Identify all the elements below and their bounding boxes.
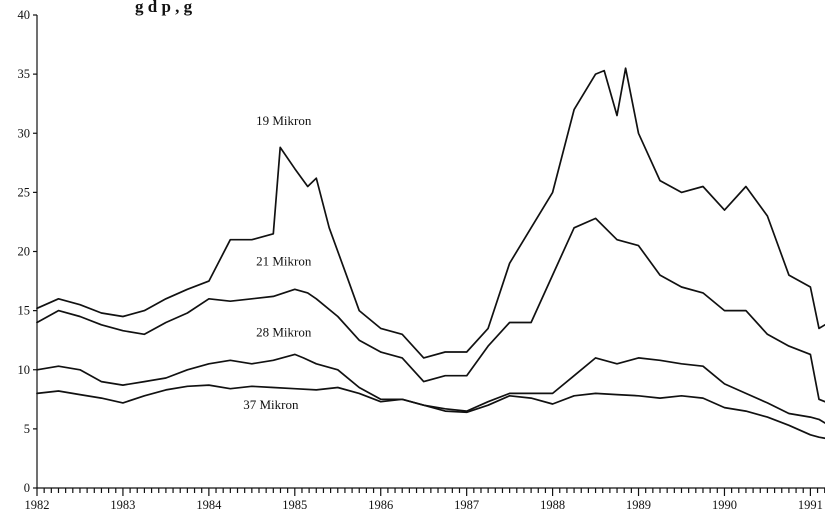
- y-tick-label: 40: [18, 8, 31, 22]
- x-tick-label: 1991: [798, 498, 823, 512]
- y-tick-label: 20: [18, 245, 31, 259]
- x-tick-label: 1990: [712, 498, 737, 512]
- series-label: 28 Mikron: [256, 325, 312, 340]
- x-tick-label: 1984: [196, 498, 222, 512]
- series-labels: 19 Mikron 21 Mikron 28 Mikron 37 Mikron: [243, 113, 312, 412]
- y-tick-label: 25: [18, 185, 31, 199]
- x-tick-label: 1986: [368, 498, 393, 512]
- x-axis-ticks: 1982 1983 1984 1985 1986 1987 1988 1989 1990 1991: [25, 488, 825, 512]
- x-tick-label: 1987: [454, 498, 479, 512]
- chart-title: g d p , g: [135, 0, 193, 16]
- series-line-28-mikron: [36, 353, 825, 424]
- y-tick-label: 5: [24, 422, 30, 436]
- y-tick-label: 10: [18, 363, 31, 377]
- series-line-21-mikron: [36, 217, 825, 403]
- series-label: 37 Mikron: [243, 397, 299, 412]
- series-line-19-mikron: [36, 67, 825, 359]
- x-tick-label: 1982: [25, 498, 50, 512]
- series-lines: [36, 67, 825, 440]
- y-axis-ticks: 0 5 10 15 20 25 30 35 40: [18, 8, 37, 495]
- series-line-37-mikron: [36, 384, 825, 440]
- series-label: 19 Mikron: [256, 113, 312, 128]
- y-tick-label: 35: [18, 67, 31, 81]
- x-tick-label: 1988: [540, 498, 565, 512]
- x-tick-label: 1989: [626, 498, 651, 512]
- series-label: 21 Mikron: [256, 254, 312, 269]
- x-tick-label: 1985: [282, 498, 307, 512]
- y-tick-label: 30: [18, 126, 31, 140]
- x-tick-label: 1983: [110, 498, 135, 512]
- y-tick-label: 15: [18, 304, 31, 318]
- y-tick-label: 0: [24, 481, 30, 495]
